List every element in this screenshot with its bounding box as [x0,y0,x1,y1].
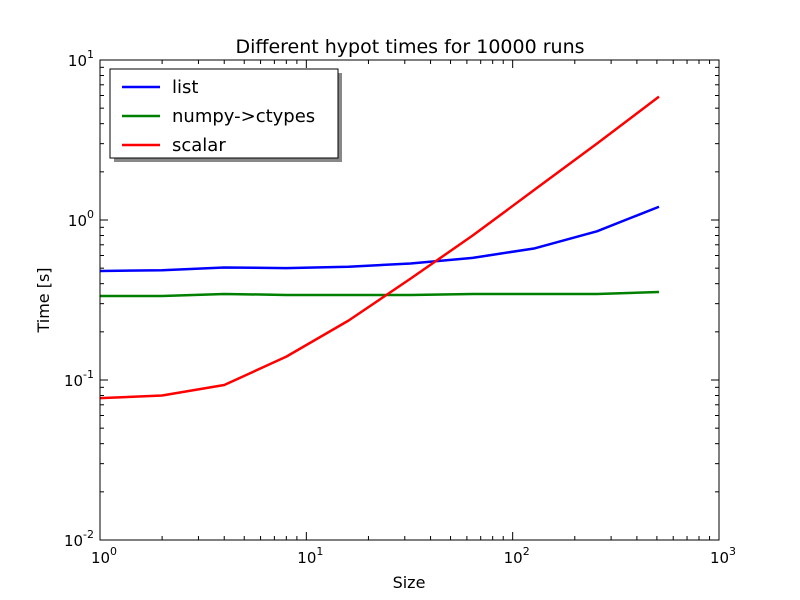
x-tick-label-1: 101 [297,545,323,567]
x-tick-label-3: 103 [710,545,736,567]
series-line-2 [100,95,660,400]
series-line-1 [100,290,660,298]
chart-title: Different hypot times for 10000 runs [235,36,584,58]
y-tick-label-1: 10-1 [64,368,94,390]
ticks-layer: 100 101 102 103 10-2 10-1 100 101 [64,48,736,567]
legend-label-1: numpy->ctypes [172,106,315,127]
series-layer [100,95,660,400]
legend-label-2: scalar [172,135,226,156]
x-tick-label-2: 102 [504,545,530,567]
x-tick-label-0: 100 [91,545,117,567]
y-tick-label-0: 10-2 [64,528,94,550]
legend-box [109,68,339,159]
legend-label-0: list [172,77,198,98]
y-tick-label-3: 101 [68,48,94,70]
x-axis-label: Size [393,573,426,592]
y-axis-label: Time [s] [34,267,53,333]
plot-frame [99,59,720,541]
series-line-0 [100,205,660,273]
legend: list numpy->ctypes scalar [109,68,342,162]
y-tick-label-2: 100 [68,208,94,230]
